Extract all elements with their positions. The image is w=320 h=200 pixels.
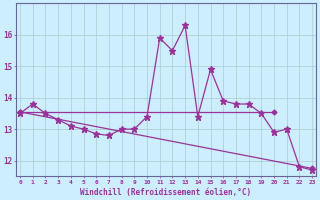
X-axis label: Windchill (Refroidissement éolien,°C): Windchill (Refroidissement éolien,°C) — [81, 188, 252, 197]
